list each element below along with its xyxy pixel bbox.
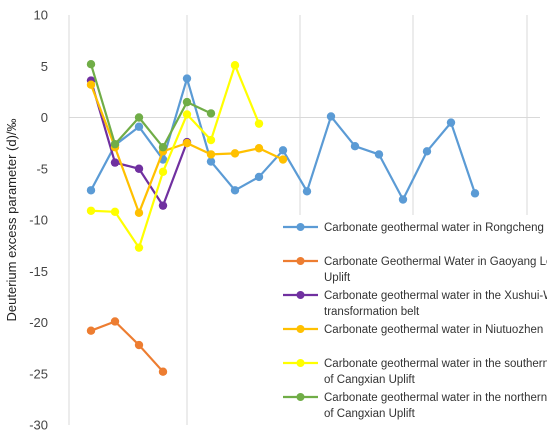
- legend-label: Carbonate geothermal water in the northe…: [324, 392, 547, 420]
- legend-label: Carbonate geothermal water in Niutuozhen…: [324, 324, 547, 336]
- legend-swatch-marker: [296, 291, 305, 299]
- y-tick-label: -20: [29, 315, 48, 330]
- legend-swatch-marker: [296, 393, 305, 401]
- data-point: [374, 150, 384, 159]
- legend-box: [278, 215, 544, 427]
- legend-swatch-marker: [296, 223, 305, 231]
- data-point: [86, 326, 96, 335]
- data-point: [278, 146, 288, 155]
- data-point: [206, 150, 216, 159]
- data-point: [158, 367, 168, 376]
- y-tick-label: 0: [41, 110, 48, 125]
- series-line-1: [90, 77, 477, 201]
- data-point: [302, 187, 312, 196]
- data-point: [398, 195, 408, 204]
- legend-label-line: Uplift: [324, 272, 351, 284]
- data-point: [350, 142, 360, 151]
- data-point: [230, 186, 240, 195]
- legend-label-line: Carbonate geothermal water in the northe…: [324, 392, 547, 404]
- data-point: [206, 109, 216, 118]
- data-point: [158, 143, 168, 152]
- data-point: [230, 149, 240, 158]
- y-axis-title: Deuterium excess parameter (d)/‰: [4, 118, 19, 321]
- data-point: [110, 317, 120, 326]
- legend-label-line: Carbonate geothermal water in Niutuozhen…: [324, 324, 547, 336]
- data-point: [134, 208, 144, 218]
- data-point: [134, 113, 144, 122]
- series-line-2: [90, 320, 164, 373]
- data-point: [254, 119, 264, 128]
- data-point: [158, 167, 168, 177]
- data-point: [86, 59, 96, 69]
- data-point: [86, 206, 96, 215]
- data-point: [182, 138, 192, 148]
- data-point: [110, 158, 120, 167]
- y-tick-label: -25: [29, 366, 48, 381]
- data-point: [470, 189, 480, 198]
- series-line-6: [89, 63, 212, 149]
- data-point: [206, 135, 216, 145]
- data-point: [110, 139, 120, 149]
- y-tick-label: -5: [36, 161, 48, 176]
- legend-swatch-marker: [296, 325, 305, 333]
- legend-label: Carbonate Geothermal Water in Gaoyang Lo…: [324, 256, 547, 284]
- legend-label-line: of Cangxian Uplift: [324, 408, 416, 420]
- legend-swatch-marker: [296, 359, 305, 367]
- data-point: [254, 172, 264, 182]
- data-point: [206, 157, 216, 166]
- data-point: [134, 164, 144, 173]
- data-point: [326, 112, 336, 121]
- data-point: [182, 97, 192, 107]
- data-point: [86, 186, 96, 195]
- data-point: [86, 80, 96, 89]
- legend-label: Carbonate geothermal water in Rongcheng …: [324, 222, 547, 234]
- legend-label-line: of Cangxian Uplift: [324, 374, 416, 386]
- data-point: [446, 118, 456, 127]
- data-point: [158, 201, 168, 210]
- legend-swatch-marker: [296, 257, 305, 265]
- data-point: [182, 74, 192, 83]
- data-point: [182, 110, 192, 119]
- y-tick-label: 5: [41, 59, 48, 74]
- data-point: [134, 340, 144, 350]
- series-line-3: [89, 80, 189, 207]
- legend-label-line: Carbonate geothermal water in the southe…: [324, 358, 547, 370]
- y-tick-label: -10: [29, 213, 48, 228]
- legend-label-line: transformation belt: [324, 306, 420, 318]
- legend-label: Carbonate geothermal water in the southe…: [324, 358, 547, 386]
- legend-label: Carbonate geothermal water in the Xushui…: [324, 290, 547, 318]
- data-point: [134, 122, 144, 131]
- y-tick-label: -15: [29, 264, 48, 279]
- series-line-5: [90, 64, 261, 249]
- data-point: [254, 144, 264, 153]
- data-point: [422, 147, 432, 156]
- data-point: [134, 243, 144, 252]
- data-point: [110, 207, 120, 216]
- data-point: [278, 155, 288, 164]
- y-tick-label: -30: [29, 418, 48, 432]
- y-tick-label: 10: [34, 8, 48, 23]
- legend-label-line: Carbonate geothermal water in the Xushui…: [324, 290, 547, 302]
- data-point: [230, 61, 240, 70]
- legend-label-line: Carbonate Geothermal Water in Gaoyang Lo…: [324, 256, 547, 268]
- legend-label-line: Carbonate geothermal water in Rongcheng …: [324, 222, 547, 234]
